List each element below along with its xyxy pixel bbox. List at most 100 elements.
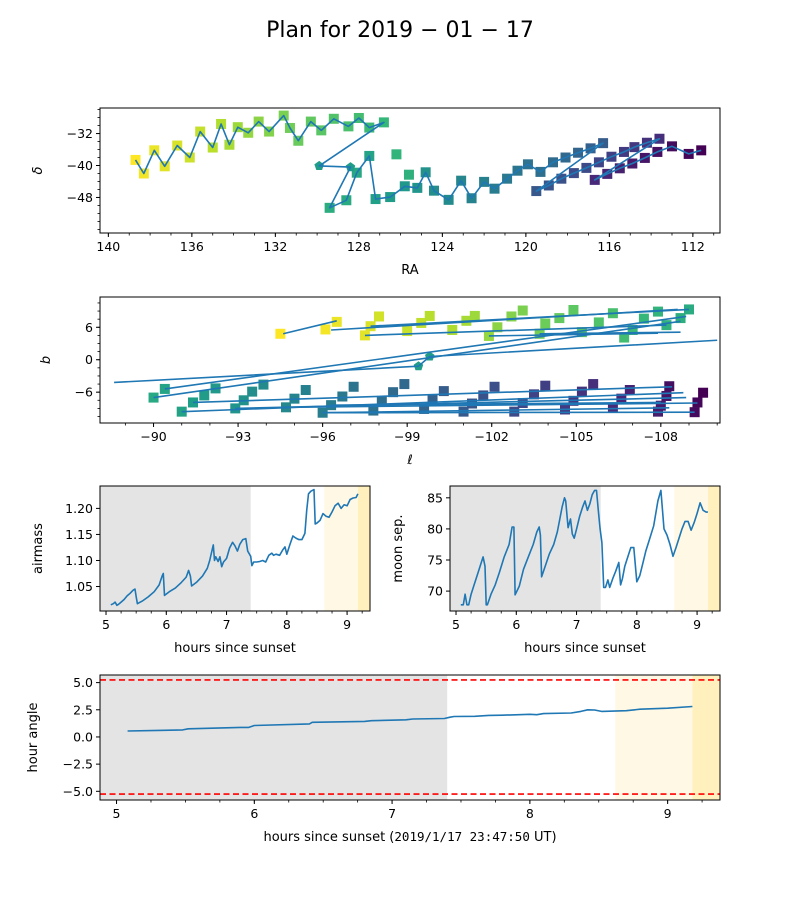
x-tick-label: 5	[102, 617, 110, 632]
x-tick-label: 9	[664, 806, 672, 821]
field-marker	[540, 380, 551, 391]
field-marker	[458, 406, 469, 417]
field-marker	[438, 386, 449, 397]
field-marker	[419, 403, 430, 414]
field-marker	[692, 397, 703, 408]
field-marker	[320, 324, 331, 335]
track-line	[488, 332, 659, 337]
axes-frame	[449, 485, 721, 612]
x-axis-label: hours since sunset	[174, 641, 296, 656]
field-marker	[275, 328, 286, 339]
field-marker	[675, 313, 686, 324]
track-line	[192, 385, 673, 404]
band-night	[450, 486, 601, 611]
y-tick-label: 1.20	[65, 501, 93, 516]
x-tick-label: 136	[180, 239, 204, 254]
x-tick-label: 9	[343, 617, 351, 632]
field-marker	[424, 310, 435, 321]
y-tick-label: 70	[427, 584, 443, 599]
figure-title: Plan for 2019 − 01 − 17	[266, 18, 534, 43]
axes-frame	[99, 107, 721, 234]
field-marker	[388, 387, 399, 398]
field-marker	[199, 390, 210, 401]
field-marker	[489, 381, 500, 392]
y-tick-label: 1.15	[65, 527, 93, 542]
series-line	[460, 489, 708, 606]
field-marker	[624, 385, 635, 396]
plot-area	[130, 110, 707, 213]
y-axis-label: airmass	[31, 523, 46, 574]
axes-frame	[99, 674, 721, 801]
band-dawn	[707, 486, 720, 611]
x-tick-label: 5	[113, 806, 121, 821]
y-tick-label: −6	[75, 385, 93, 400]
panel-moon-separation: 5 6 7 8 9 70 75 80 85 hours since sunset moon sep.	[391, 485, 721, 656]
band-dawn	[357, 486, 370, 611]
x-tick-label: 128	[347, 239, 371, 254]
field-marker	[698, 387, 709, 398]
plot-area	[114, 304, 718, 418]
x-tick-label: 9	[693, 617, 701, 632]
track-line	[164, 315, 687, 390]
x-axis-label: hours since sunset (2019/1/17 23:47:50 U…	[263, 829, 556, 845]
y-axis-label: moon sep.	[391, 514, 406, 582]
track-line	[114, 339, 718, 384]
x-tick-label: 8	[526, 806, 534, 821]
y-tick-label: 1.05	[65, 579, 93, 594]
band-twilight	[324, 486, 358, 611]
y-tick-label: 2.5	[73, 702, 93, 717]
field-marker	[576, 327, 587, 338]
field-marker	[576, 386, 587, 397]
field-marker	[447, 324, 458, 335]
x-tick-label: 124	[430, 239, 454, 254]
field-marker	[554, 313, 565, 324]
x-axis-label: hours since sunset	[524, 641, 646, 656]
x-tick-label: −102	[475, 429, 509, 444]
field-marker	[696, 145, 707, 156]
track-line	[285, 402, 698, 409]
band-night	[100, 675, 448, 800]
y-tick-label: 80	[427, 521, 443, 536]
track-line	[282, 320, 337, 335]
x-tick-label: 8	[283, 617, 291, 632]
field-marker	[247, 386, 258, 397]
field-marker	[655, 400, 666, 411]
field-marker	[540, 318, 551, 329]
field-marker	[399, 379, 410, 390]
field-marker	[337, 391, 348, 402]
field-marker	[506, 311, 517, 322]
field-marker	[427, 394, 438, 405]
track-line	[364, 324, 667, 337]
x-tick-label: 112	[681, 239, 705, 254]
track-line	[370, 308, 690, 328]
field-marker	[593, 317, 604, 328]
x-tick-label: 6	[162, 617, 170, 632]
y-tick-label: −5.0	[63, 784, 93, 799]
field-marker	[348, 381, 359, 392]
x-tick-label: 5	[452, 617, 460, 632]
track-line	[322, 411, 695, 414]
track-line	[181, 391, 684, 413]
field-marker	[509, 406, 520, 417]
field-marker	[403, 169, 414, 180]
y-tick-label: −32	[67, 126, 93, 141]
y-tick-label: 75	[427, 553, 443, 568]
y-tick-label: 1.10	[65, 553, 93, 568]
x-tick-label: −93	[225, 429, 251, 444]
y-tick-label: −48	[67, 190, 93, 205]
field-marker	[661, 390, 672, 401]
field-marker	[368, 405, 379, 416]
y-tick-label: 0	[85, 352, 93, 367]
x-tick-label: 6	[512, 617, 520, 632]
x-tick-label: −105	[559, 429, 593, 444]
x-tick-label: 6	[250, 806, 258, 821]
field-marker	[588, 379, 599, 390]
field-marker	[374, 311, 384, 322]
field-marker	[376, 396, 387, 407]
field-marker	[331, 316, 342, 327]
x-tick-label: 7	[388, 806, 396, 821]
series-line	[110, 488, 359, 607]
field-marker	[627, 324, 638, 335]
y-tick-label: −40	[67, 158, 93, 173]
x-tick-label: 132	[263, 239, 287, 254]
